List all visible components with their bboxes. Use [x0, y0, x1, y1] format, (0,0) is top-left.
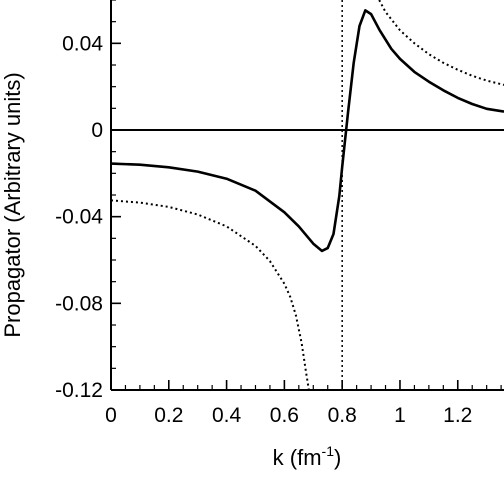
x-tick-label: 0: [105, 404, 117, 427]
x-tick-label: 1.2: [443, 404, 472, 427]
tick-labels: 0 0.2 0.4 0.6 0.8 1 1.2 0.04 0 -0.04 -0.08 -0.12: [55, 32, 472, 427]
dotted-series-line-1: [111, 199, 310, 390]
y-tick-label: 0: [91, 119, 103, 142]
reference-lines: [111, 0, 504, 390]
x-tick-label: 0.4: [212, 404, 242, 427]
x-axis-title: k (fm-1): [273, 443, 342, 470]
y-tick-label: -0.04: [55, 206, 103, 229]
y-tick-label: 0.04: [62, 32, 103, 55]
x-tick-label: 1: [394, 404, 406, 427]
y-tick-label: -0.08: [55, 292, 103, 315]
dotted-series-line-2: [378, 0, 504, 86]
x-tick-label: 0.8: [328, 404, 357, 427]
x-tick-label: 0.6: [270, 404, 299, 427]
series-group: [111, 0, 504, 390]
y-tick-label: -0.12: [55, 379, 103, 402]
axes: [110, 0, 504, 391]
y-axis-title: Propagator (Arbitrary units): [0, 72, 25, 337]
x-tick-label: 0.2: [154, 404, 183, 427]
solid-series-line-0: [111, 9, 504, 253]
